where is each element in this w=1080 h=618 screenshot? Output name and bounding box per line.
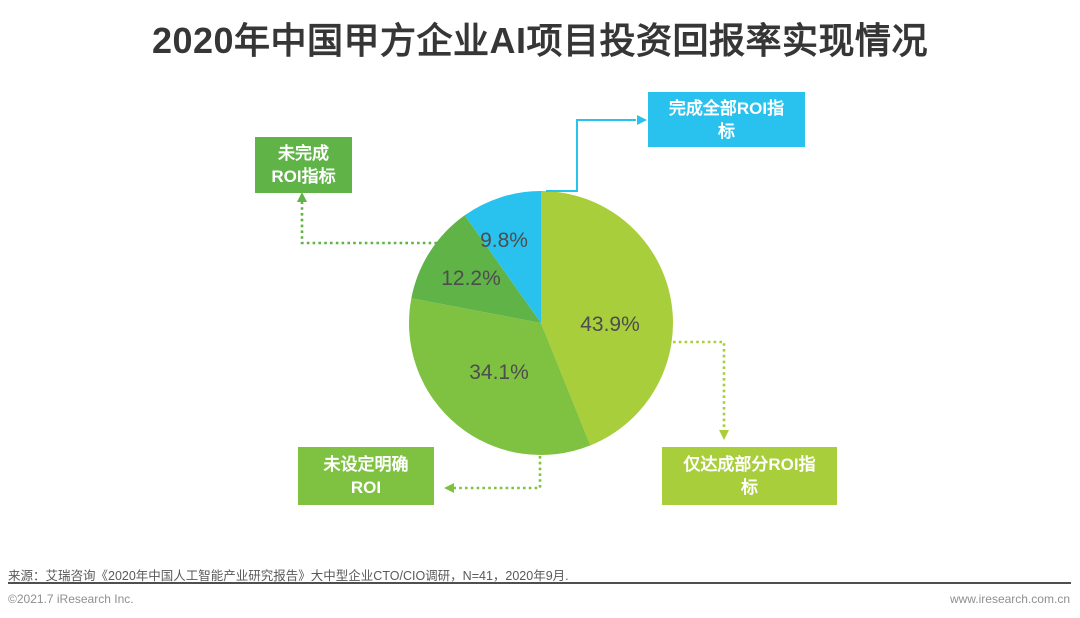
connector-line [300,202,437,245]
connector-no-defined-roi [444,456,542,493]
pie-slice-3 [464,191,541,323]
callout-text-line: ROI指标 [271,167,336,186]
copyright: ©2021.7 iResearch Inc. [8,592,134,606]
pie-labels: 43.9% 34.1% 12.2% 9.8% [441,229,640,384]
connector-complete-all-roi [546,115,647,192]
callout-complete-all-roi: 完成全部ROI指 标 [648,92,805,147]
pie-label-3: 9.8% [480,229,528,252]
pie-slices [409,191,674,455]
callout-text-line: 未完成 [278,144,329,163]
website-url: www.iresearch.com.cn [949,592,1070,606]
callout-text-line: 标 [741,478,758,497]
pie-label-2: 12.2% [441,267,501,290]
pie-slice-2 [411,215,541,323]
arrowhead-icon [444,483,454,493]
connector-line [454,456,542,490]
callout-text-line: 未设定明确 [323,455,409,474]
page-title: 2020年中国甲方企业AI项目投资回报率实现情况 [151,20,929,61]
callout-text-line: 完成全部ROI指 [668,98,785,118]
arrowhead-icon [637,115,647,125]
pie-slice-0 [541,191,674,446]
pie-slice-1 [409,298,591,455]
callout-text-line: ROI [350,478,382,497]
footer-divider [8,582,1071,584]
connector-line [546,119,636,192]
arrowhead-icon [297,192,307,202]
source-note: 来源：艾瑞咨询《2020年中国人工智能产业研究报告》大中型企业CTO/CIO调研… [8,569,569,583]
callout-partial-roi: 仅达成部分ROI指 标 [662,447,837,505]
callout-text-line: 标 [718,121,735,141]
connector-not-complete-roi [297,192,437,245]
connector-line [673,340,726,429]
arrowhead-icon [719,430,729,440]
connector-partial-roi [673,340,729,440]
callout-no-defined-roi: 未设定明确 ROI [298,447,434,505]
callout-text-line: 仅达成部分ROI指 [683,455,816,474]
callout-not-complete-roi: 未完成 ROI指标 [255,137,352,193]
pie-label-1: 34.1% [469,361,529,384]
pie-label-0: 43.9% [580,313,640,336]
